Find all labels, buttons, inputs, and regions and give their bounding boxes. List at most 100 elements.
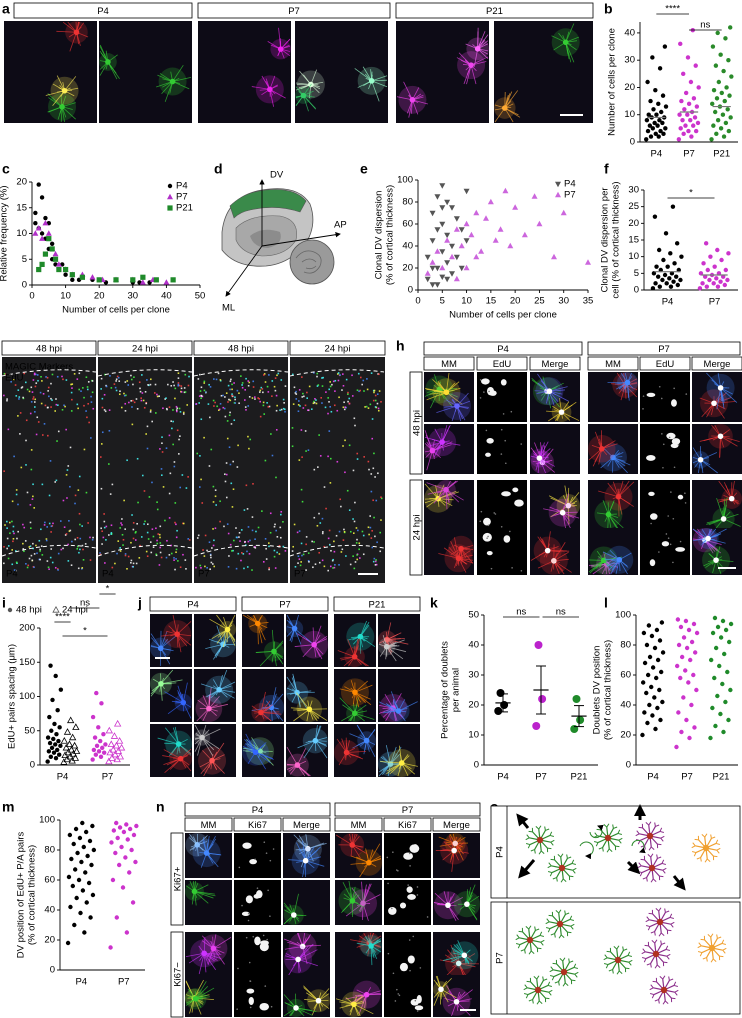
cell-dot: [108, 463, 110, 465]
data-point: [658, 128, 663, 134]
cell-dot: [301, 376, 303, 378]
cell-dot: [61, 375, 63, 378]
cell-dot: [100, 487, 103, 490]
cell-dot: [238, 536, 240, 538]
cell-dot: [182, 411, 185, 414]
cell-dot: [65, 474, 68, 476]
data-point: [130, 277, 136, 283]
data-point: [125, 837, 130, 842]
cell-dot: [6, 537, 9, 540]
cell-dot: [342, 445, 344, 447]
y-tick-label: 50: [24, 725, 35, 736]
image-background: [295, 21, 388, 123]
cell-dot: [356, 554, 358, 556]
speck: [662, 443, 665, 446]
cell-dot: [332, 380, 335, 383]
data-point: [424, 254, 431, 261]
cell-dot: [209, 568, 211, 571]
cell-process: [720, 435, 738, 447]
cell-process: [211, 760, 225, 774]
cell-branch: [604, 963, 609, 966]
data-point: [536, 220, 543, 227]
cell-dot: [3, 372, 6, 375]
cell-soma: [711, 400, 717, 407]
nucleus: [407, 894, 416, 900]
data-point: [62, 743, 70, 751]
header-label: MM: [201, 820, 217, 831]
cell-branch: [665, 910, 670, 913]
cell-process: [303, 95, 316, 109]
data-point: [52, 721, 57, 727]
cell-dot: [149, 383, 152, 386]
cell-dot: [32, 398, 34, 400]
cell-dot: [199, 455, 201, 457]
cell-dot: [328, 401, 330, 403]
data-point: [711, 87, 717, 93]
cell-soma: [352, 689, 358, 696]
data-point: [649, 684, 654, 690]
cell-process: [362, 883, 372, 904]
data-point: [429, 210, 436, 217]
data-point: [576, 716, 585, 724]
cell-dot: [148, 496, 151, 498]
cell-dot: [332, 558, 334, 561]
cell-dot: [43, 423, 46, 425]
cell-branch: [646, 963, 651, 966]
cell-dot: [229, 380, 232, 383]
data-point: [707, 277, 712, 283]
data-point: [94, 743, 100, 749]
cell-process: [271, 693, 284, 708]
cell-dot: [353, 417, 356, 420]
micrograph: [335, 932, 383, 977]
cell-dot: [268, 405, 271, 408]
astrocyte: [691, 833, 721, 863]
data-point: [163, 279, 170, 285]
cell-soma: [461, 952, 468, 959]
data-point: [458, 227, 465, 233]
cell-process: [218, 669, 228, 690]
nucleus: [249, 859, 257, 865]
header-box: [423, 356, 475, 371]
cell-dot: [278, 544, 281, 547]
cell-dot: [359, 389, 361, 392]
cell-dot: [99, 553, 102, 556]
cell-dot: [201, 502, 204, 504]
data-point: [691, 96, 697, 101]
data-point: [693, 128, 699, 134]
cell-dot: [367, 407, 370, 409]
data-point: [124, 822, 129, 827]
cell-dot: [375, 499, 378, 502]
cell-dot: [79, 548, 81, 551]
data-point: [63, 728, 72, 735]
cell-dot: [50, 525, 53, 528]
speck: [672, 517, 675, 520]
y-tick-label: 80: [620, 640, 631, 651]
cell-dot: [131, 514, 133, 516]
data-point: [91, 747, 97, 753]
data-point: [49, 728, 54, 733]
cell-dot: [342, 373, 344, 375]
cell-dot: [25, 464, 27, 466]
cell-branch: [657, 843, 662, 846]
data-point: [663, 104, 669, 109]
micrograph: [433, 833, 480, 878]
cell-dot: [262, 401, 265, 404]
cortex-image: [97, 357, 193, 583]
cell-dot: [227, 532, 230, 535]
micrograph: [477, 424, 527, 474]
y-tick-label: 60: [402, 219, 413, 230]
panel-letter: m: [2, 799, 14, 815]
data-point: [695, 120, 701, 126]
cell-dot: [62, 378, 64, 381]
micrograph: [283, 833, 330, 878]
cell-process: [720, 435, 740, 442]
cell-dot: [197, 378, 200, 380]
cell-dot: [132, 565, 134, 568]
cell-soma: [558, 864, 566, 872]
cell-dot: [12, 540, 14, 543]
division-arrow: [589, 824, 604, 839]
speck: [670, 491, 672, 493]
micrograph: [234, 880, 281, 925]
cell-dot: [85, 410, 87, 412]
cell-dot: [282, 407, 285, 410]
